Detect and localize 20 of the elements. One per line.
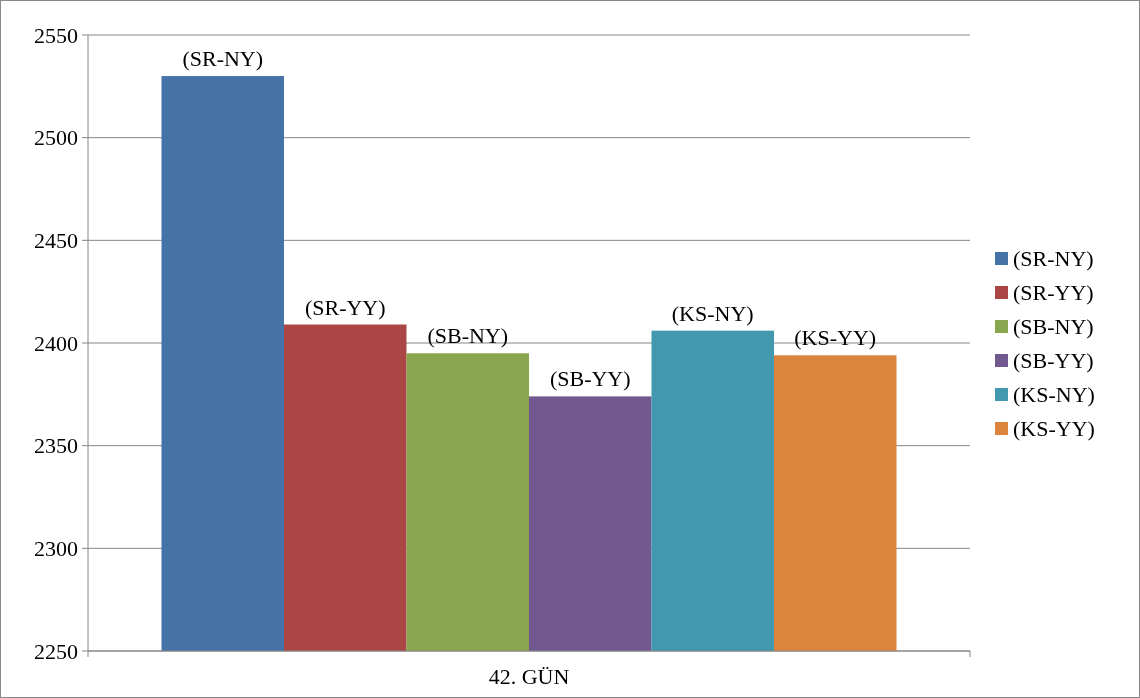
legend-label: (SB-NY)	[1013, 313, 1094, 339]
y-tick-label: 2400	[34, 330, 78, 356]
legend-label: (KS-YY)	[1013, 415, 1095, 441]
text: (SB-YY)	[549, 366, 631, 392]
text: (SR-NY)	[182, 46, 264, 72]
legend-label: (SB-YY)	[1013, 347, 1094, 373]
y-tick-label: 2350	[34, 433, 78, 459]
y-tick-label: 2250	[34, 638, 78, 664]
text: (SR-YY)	[304, 294, 386, 320]
y-tick-label: 2500	[34, 125, 78, 151]
legend-label: (KS-NY)	[1013, 381, 1095, 407]
text: (KS-YY)	[794, 325, 877, 351]
text: (KS-NY)	[671, 300, 754, 326]
text: (SB-NY)	[427, 323, 509, 349]
x-tick-label: 42. GÜN	[488, 664, 570, 689]
y-tick-label: 2550	[34, 22, 78, 48]
legend-label: (SR-YY)	[1013, 279, 1094, 305]
y-tick-label: 2450	[34, 228, 78, 254]
legend-label: (SR-NY)	[1013, 245, 1094, 271]
y-tick-label: 2300	[34, 536, 78, 562]
